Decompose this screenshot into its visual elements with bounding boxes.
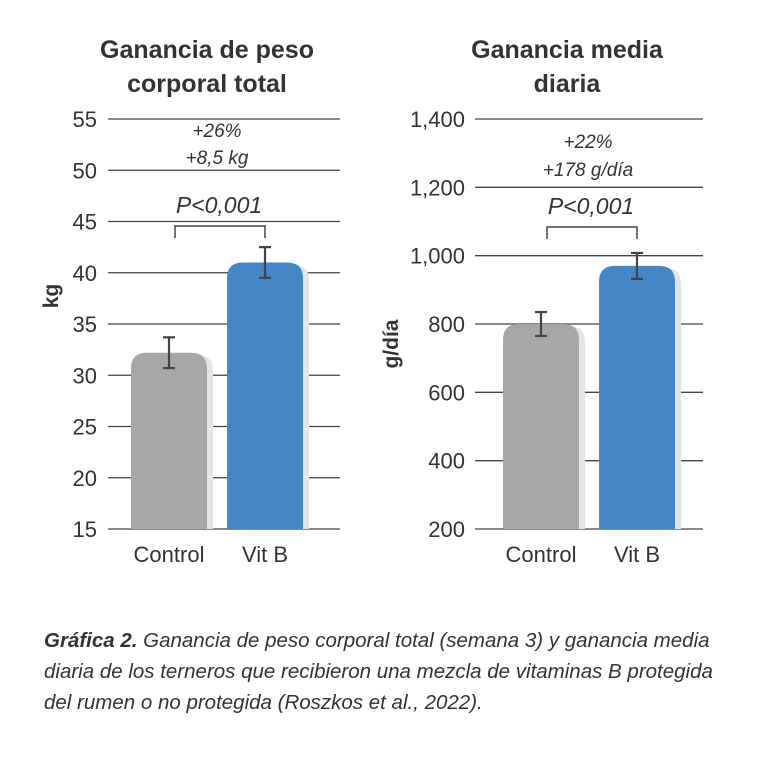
chart1-y-tick-label: 20: [73, 466, 97, 491]
charts-figure: Ganancia de peso corporal total kg 15 20 25 30…: [40, 36, 703, 567]
chart2-y-axis-label: g/día: [380, 319, 403, 368]
chart1-y-tick-label: 30: [73, 363, 97, 388]
chart2-y-tick-label: 200: [428, 517, 465, 542]
chart1-significance-bracket: [174, 225, 266, 238]
chart1-y-tick-label: 15: [73, 517, 97, 542]
chart2-title-line-1: Ganancia media: [471, 36, 664, 64]
chart1-y-tick-label: 55: [73, 107, 97, 132]
chart2-annotation-1: +22%: [563, 132, 612, 153]
chart2-pvalue: P<0,001: [548, 193, 634, 219]
chart1-y-axis-label: kg: [40, 284, 63, 309]
chart2-significance-bracket: [546, 226, 638, 239]
chart2-bar-vit-b: [599, 265, 675, 529]
chart1-y-tick-label: 40: [73, 261, 97, 286]
chart1-y-tick-label: 45: [73, 210, 97, 235]
chart2-x-tick-label: Vit B: [614, 542, 660, 567]
chart2-bar-control: [503, 324, 579, 529]
chart1-x-tick-label: Control: [134, 542, 205, 567]
chart2-x-tick-label: Control: [506, 542, 577, 567]
chart1-annotation-1: +26%: [192, 121, 241, 142]
caption-text: Ganancia de peso corporal total (semana …: [44, 629, 713, 714]
chart1-bar-control: [131, 352, 207, 529]
chart2-y-tick-label: 800: [428, 312, 465, 337]
chart1-pvalue: P<0,001: [176, 192, 262, 218]
chart1-x-tick-label: Vit B: [242, 542, 288, 567]
chart1-title-line-1: Ganancia de peso: [100, 36, 314, 64]
chart1-y-tick-label: 50: [73, 158, 97, 183]
chart2-y-tick-label: 400: [428, 449, 465, 474]
chart1-annotation-2: +8,5 kg: [186, 148, 249, 169]
chart1-bar-vit-b: [227, 262, 303, 529]
chart1-title-line-2: corporal total: [127, 70, 287, 98]
chart1-y-tick-label: 35: [73, 312, 97, 337]
chart1-y-tick-label: 25: [73, 415, 97, 440]
chart2-y-tick-label: 600: [428, 380, 465, 405]
caption-label: Gráfica 2.: [44, 629, 138, 652]
chart2-y-tick-label: 1,400: [410, 107, 465, 132]
chart2-annotation-2: +178 g/día: [543, 160, 633, 181]
chart2-y-tick-label: 1,200: [410, 175, 465, 200]
chart2-title-line-2: diaria: [534, 70, 602, 98]
figure-caption: Gráfica 2. Ganancia de peso corporal tot…: [44, 625, 734, 718]
chart2-y-tick-label: 1,000: [410, 244, 465, 269]
